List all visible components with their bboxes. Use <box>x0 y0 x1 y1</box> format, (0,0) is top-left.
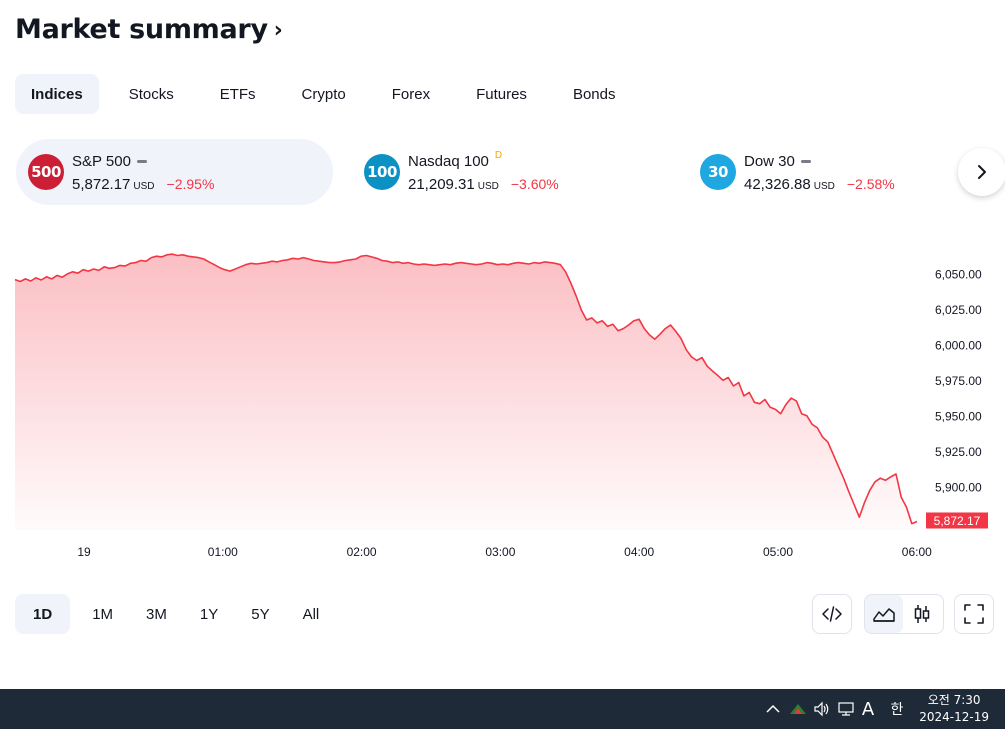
index-badge: 30 <box>700 154 736 190</box>
last-price-text: 5,872.17 <box>934 514 981 528</box>
y-tick-label: 5,900.00 <box>935 480 982 494</box>
y-tick-label: 5,925.00 <box>935 445 982 459</box>
y-tick-label: 6,000.00 <box>935 339 982 353</box>
range-5y[interactable]: 5Y <box>251 605 270 623</box>
clock-date: 2024-12-19 <box>919 710 989 724</box>
show-hidden-icons-button[interactable] <box>763 689 783 729</box>
index-price: 5,872.17 <box>72 175 131 193</box>
index-name: S&P 500 <box>72 153 131 170</box>
index-price: 21,209.31 <box>408 175 475 193</box>
index-currency: USD <box>477 180 499 192</box>
y-tick-label: 6,025.00 <box>935 303 982 317</box>
tab-futures[interactable]: Futures <box>476 85 527 103</box>
clock-time: 오전 7:30 <box>927 693 981 707</box>
index-badge: 500 <box>28 154 64 190</box>
ime-mode-button[interactable]: A <box>861 698 875 720</box>
index-currency: USD <box>133 180 155 192</box>
tab-indices[interactable]: Indices <box>15 74 99 114</box>
fullscreen-icon <box>964 604 984 624</box>
index-currency: USD <box>813 180 835 192</box>
index-card-dow30[interactable]: 30 Dow 30 42,326.88 USD −2.58% <box>700 139 960 205</box>
chevron-up-icon <box>766 704 780 713</box>
y-tick-label: 5,950.00 <box>935 410 982 424</box>
speaker-icon <box>814 701 829 717</box>
market-closed-icon <box>800 160 811 163</box>
area-chart-icon <box>873 608 895 622</box>
next-indices-button[interactable] <box>958 148 1005 196</box>
range-selector: 1D 1M 3M 1Y 5Y All <box>15 594 338 634</box>
tab-stocks[interactable]: Stocks <box>128 85 174 103</box>
index-selector: 500 S&P 500 5,872.17 USD −2.95% 100 Nasd… <box>16 139 1005 205</box>
last-price-label: 5,872.17 <box>926 512 988 529</box>
x-tick-label: 01:00 <box>208 545 238 559</box>
index-badge: 100 <box>364 154 400 190</box>
price-chart[interactable]: 6,050.00 6,025.00 6,000.00 5,975.00 5,950.00… <box>0 225 1005 570</box>
page-title[interactable]: Market summary › <box>15 14 283 45</box>
index-name: Dow 30 <box>744 153 795 170</box>
embed-button[interactable] <box>812 594 852 634</box>
index-change: −2.58% <box>846 175 895 192</box>
chevron-right-icon: › <box>273 18 283 43</box>
taskbar: A 한 오전 7:30 2024-12-19 <box>0 689 1005 729</box>
fullscreen-button[interactable] <box>954 594 994 634</box>
index-card-sp500[interactable]: 500 S&P 500 5,872.17 USD −2.95% <box>16 139 333 205</box>
tab-crypto[interactable]: Crypto <box>301 85 346 103</box>
x-tick-label: 02:00 <box>347 545 377 559</box>
y-tick-label: 5,975.00 <box>935 374 982 388</box>
ime-language-button[interactable]: 한 <box>890 702 904 718</box>
x-tick-label: 05:00 <box>763 545 793 559</box>
index-price: 42,326.88 <box>744 175 811 193</box>
network-icon <box>838 702 854 716</box>
area-style-button[interactable] <box>865 595 903 633</box>
network-button[interactable] <box>835 689 857 729</box>
index-change: −3.60% <box>510 175 559 192</box>
tab-bonds[interactable]: Bonds <box>572 85 616 103</box>
last-price-box <box>926 512 988 529</box>
tab-etfs[interactable]: ETFs <box>219 85 256 103</box>
price-area-fill <box>15 254 917 530</box>
candlestick-icon <box>914 605 930 623</box>
range-3m[interactable]: 3M <box>146 605 167 623</box>
volume-button[interactable] <box>811 689 833 729</box>
market-closed-icon <box>136 160 147 163</box>
system-clock[interactable]: 오전 7:30 2024-12-19 <box>919 692 989 726</box>
candles-style-button[interactable] <box>903 595 941 633</box>
range-1m[interactable]: 1M <box>92 605 114 623</box>
code-icon <box>822 606 842 622</box>
price-line <box>14 253 918 525</box>
page-title-text: Market summary <box>15 14 268 45</box>
x-tick-label: 06:00 <box>902 545 932 559</box>
range-1y[interactable]: 1Y <box>199 605 219 623</box>
x-tick-label: 19 <box>77 545 91 559</box>
tray-app-icon <box>790 704 806 714</box>
index-name: Nasdaq 100 <box>408 153 489 170</box>
index-card-nasdaq100[interactable]: 100 Nasdaq 100 D 21,209.31 USD −3.60% <box>364 139 664 205</box>
range-all[interactable]: All <box>302 605 320 623</box>
category-tabs: Indices Stocks ETFs Crypto Forex Futures… <box>15 74 645 114</box>
y-tick-label: 6,050.00 <box>935 268 982 282</box>
x-axis: 19 01:00 02:00 03:00 04:00 05:00 06:00 <box>77 545 932 559</box>
x-tick-label: 04:00 <box>624 545 654 559</box>
index-change: −2.95% <box>166 175 215 192</box>
y-axis: 6,050.00 6,025.00 6,000.00 5,975.00 5,950.00… <box>935 268 982 530</box>
tray-app-button[interactable] <box>787 689 809 729</box>
x-tick-label: 03:00 <box>485 545 515 559</box>
tab-forex[interactable]: Forex <box>391 85 431 103</box>
range-1d[interactable]: 1D <box>15 594 71 634</box>
delayed-marker: D <box>494 150 503 161</box>
chevron-right-icon <box>978 165 986 179</box>
chart-style-toggle <box>864 594 944 634</box>
